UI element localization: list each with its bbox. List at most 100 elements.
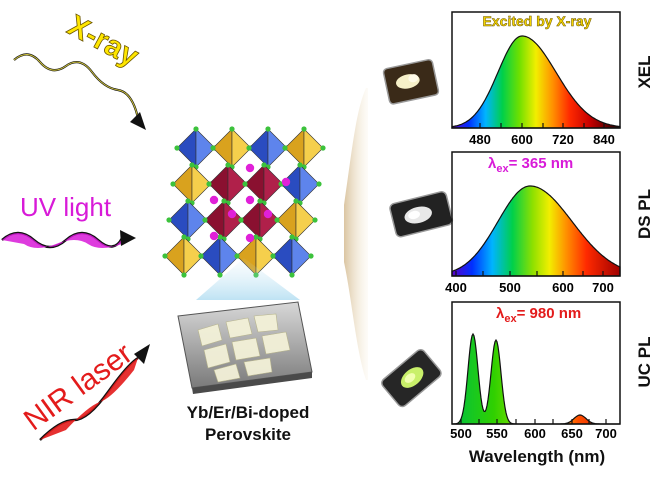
halide-atom	[261, 162, 267, 168]
halide-atom	[174, 145, 180, 151]
octahedron	[295, 200, 316, 240]
halide-atom	[282, 145, 288, 151]
nir-arrowhead	[134, 344, 150, 364]
octahedron	[291, 236, 312, 276]
halide-atom	[198, 253, 204, 259]
xray-source: X-ray	[13, 9, 146, 130]
octahedron	[263, 164, 284, 204]
halide-atom	[225, 162, 231, 168]
octahedron	[195, 128, 216, 168]
crystal-sample	[177, 301, 313, 394]
xel-panel: 480 600 720 840 Excited by X-ray XEL	[451, 11, 654, 147]
nir-label: NIR laser	[18, 337, 139, 437]
octahedron	[248, 128, 269, 168]
ds-tick-label-1: 500	[499, 280, 521, 295]
halide-atom	[238, 217, 244, 223]
octahedron	[183, 236, 204, 276]
octahedron	[231, 128, 252, 168]
halide-atom	[297, 162, 303, 168]
uc-spectrum-curve	[452, 332, 620, 425]
a-site-cation	[227, 209, 237, 219]
halide-atom	[189, 162, 195, 168]
halide-atom	[181, 272, 187, 278]
ds-tick-label-3: 700	[592, 280, 614, 295]
halide-atom	[289, 234, 295, 240]
xel-tick-label-0: 480	[469, 132, 491, 147]
octahedron	[219, 236, 240, 276]
halide-atom	[242, 181, 248, 187]
octahedron	[240, 200, 261, 240]
halide-atom	[181, 234, 187, 240]
a-site-cation	[263, 209, 273, 219]
octahedron	[255, 236, 276, 276]
halide-atom	[246, 145, 252, 151]
octahedron	[276, 200, 297, 240]
halide-atom	[316, 181, 322, 187]
halide-atom	[265, 126, 271, 132]
halide-atom	[308, 253, 314, 259]
uc-plot-frame	[451, 301, 621, 425]
xel-tick-label-1: 600	[511, 132, 533, 147]
halide-atom	[274, 217, 280, 223]
perovskite-lattice	[162, 126, 326, 278]
a-site-cation	[245, 163, 255, 173]
octahedron	[187, 200, 208, 240]
x-axis-label: Wavelength (nm)	[469, 447, 605, 466]
a-site-cation	[245, 233, 255, 243]
halide-atom	[293, 198, 299, 204]
ds-tick-label-0: 400	[445, 280, 467, 295]
halide-atom	[185, 198, 191, 204]
halide-atom	[217, 272, 223, 278]
xel-mode-label: XEL	[635, 55, 654, 88]
halide-atom	[210, 145, 216, 151]
octahedron	[272, 236, 293, 276]
octahedron	[299, 164, 320, 204]
halide-atom	[320, 145, 326, 151]
octahedron	[172, 164, 193, 204]
uc-annotation: λex= 980 nm	[496, 305, 581, 325]
nir-source: NIR laser	[18, 337, 150, 441]
ds-spectrum-curve	[451, 185, 621, 277]
halide-atom	[234, 253, 240, 259]
octahedron	[191, 164, 212, 204]
uc-sample-photo	[381, 349, 442, 408]
xel-tick-marks	[479, 123, 605, 128]
halide-atom	[206, 181, 212, 187]
octahedron	[303, 128, 324, 168]
a-site-cation	[245, 195, 255, 205]
octahedron	[267, 128, 288, 168]
ds-plot-frame	[451, 151, 621, 277]
xray-arrowhead	[130, 112, 146, 130]
octahedron	[176, 128, 197, 168]
halide-atom	[221, 198, 227, 204]
xel-annotation: Excited by X-ray	[483, 13, 592, 29]
halide-atom	[257, 198, 263, 204]
xel-plot-frame	[451, 11, 621, 129]
uc-tick-marks	[460, 419, 607, 424]
ds-tick-marks	[455, 271, 604, 276]
a-site-cation	[281, 177, 291, 187]
halide-atom	[253, 234, 259, 240]
projection-cone	[196, 258, 300, 300]
uc-tick-label-0: 500	[450, 426, 472, 441]
halide-atom	[166, 217, 172, 223]
octahedron	[212, 128, 233, 168]
ds-annotation: λex= 365 nm	[488, 155, 573, 175]
halide-atom	[312, 217, 318, 223]
xel-sample-photo	[382, 58, 440, 105]
halide-atom	[229, 126, 235, 132]
uv-source: UV light	[1, 192, 136, 249]
uv-label: UV light	[20, 192, 112, 222]
emission-fan	[344, 88, 368, 380]
halide-atom	[193, 126, 199, 132]
halide-atom	[289, 272, 295, 278]
xel-spectrum-curve	[451, 35, 621, 129]
octahedron	[227, 164, 248, 204]
halide-atom	[217, 234, 223, 240]
ds-mode-label: DS PL	[635, 189, 654, 239]
material-name-line1: Yb/Er/Bi-doped	[187, 403, 310, 422]
halide-atom	[301, 126, 307, 132]
octahedron	[284, 128, 305, 168]
halide-atom	[162, 253, 168, 259]
